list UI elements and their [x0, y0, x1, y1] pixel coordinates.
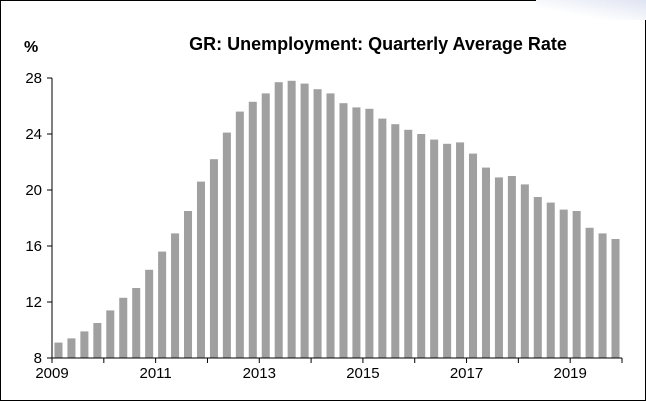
y-tick-label: 16 — [25, 238, 42, 255]
bar-2015-q4 — [404, 129, 413, 358]
bars-group — [54, 80, 620, 359]
bar-2017-q1 — [469, 153, 478, 358]
bar-2018-q1 — [520, 184, 529, 358]
bar-2011-q1 — [158, 251, 167, 358]
bar-2013-q4 — [300, 83, 309, 358]
x-tick-label: 2017 — [450, 365, 483, 382]
bar-2019-q3 — [598, 233, 607, 358]
bar-2009-q4 — [93, 323, 102, 358]
bar-2010-q1 — [106, 310, 115, 358]
bar-2012-q3 — [235, 111, 244, 358]
bar-2017-q4 — [507, 176, 516, 358]
bar-2016-q4 — [456, 142, 465, 358]
bar-2013-q2 — [274, 82, 283, 358]
bar-2012-q4 — [248, 101, 257, 359]
chart-title: GR: Unemployment: Quarterly Average Rate — [189, 34, 567, 54]
bar-2017-q2 — [481, 167, 490, 358]
x-tick-label: 2019 — [553, 365, 586, 382]
bar-2019-q1 — [572, 211, 581, 358]
bar-2019-q2 — [585, 227, 594, 358]
x-tick-label: 2009 — [35, 365, 68, 382]
y-axis-unit-label: % — [24, 39, 39, 56]
bar-2016-q3 — [443, 143, 452, 358]
bar-2012-q1 — [209, 159, 218, 358]
bar-2010-q2 — [119, 297, 128, 358]
x-tick-label: 2015 — [346, 365, 379, 382]
bar-2009-q2 — [67, 338, 76, 358]
y-tick-label: 8 — [34, 350, 42, 367]
y-tick-label: 20 — [25, 182, 42, 199]
bar-2010-q4 — [145, 269, 154, 358]
axes-group: 8 12 16 20 24 28 2009 2011 2013 2015 2017 2019 — [25, 70, 623, 382]
bar-2017-q3 — [494, 177, 503, 358]
x-tick-label: 2013 — [243, 365, 276, 382]
bar-2016-q1 — [417, 134, 426, 358]
bar-2011-q4 — [196, 181, 205, 358]
bar-2018-q3 — [546, 202, 555, 358]
bar-2011-q2 — [171, 233, 180, 358]
bar-2015-q3 — [391, 124, 400, 358]
bar-2019-q4 — [611, 239, 620, 358]
bar-2016-q2 — [430, 139, 439, 358]
bar-2009-q3 — [80, 331, 89, 358]
y-tick-label: 12 — [25, 294, 42, 311]
bar-2009-q1 — [54, 342, 63, 358]
bar-2012-q2 — [222, 132, 231, 358]
bar-2015-q2 — [378, 118, 387, 358]
bar-2010-q3 — [132, 288, 141, 358]
bar-2014-q2 — [326, 93, 335, 359]
y-tick-label: 24 — [25, 126, 42, 143]
y-tick-label: 28 — [25, 70, 42, 87]
bar-2014-q4 — [352, 107, 361, 359]
bar-2013-q1 — [261, 93, 270, 359]
bar-2018-q4 — [559, 209, 568, 358]
bar-2011-q3 — [184, 211, 193, 358]
corner-decoration — [536, 0, 646, 20]
x-tick-label: 2011 — [140, 365, 172, 382]
bar-2014-q1 — [313, 89, 322, 358]
bar-2014-q3 — [339, 103, 348, 358]
bar-2018-q2 — [533, 197, 542, 358]
bar-2015-q1 — [365, 108, 374, 358]
bar-2013-q3 — [287, 80, 296, 359]
